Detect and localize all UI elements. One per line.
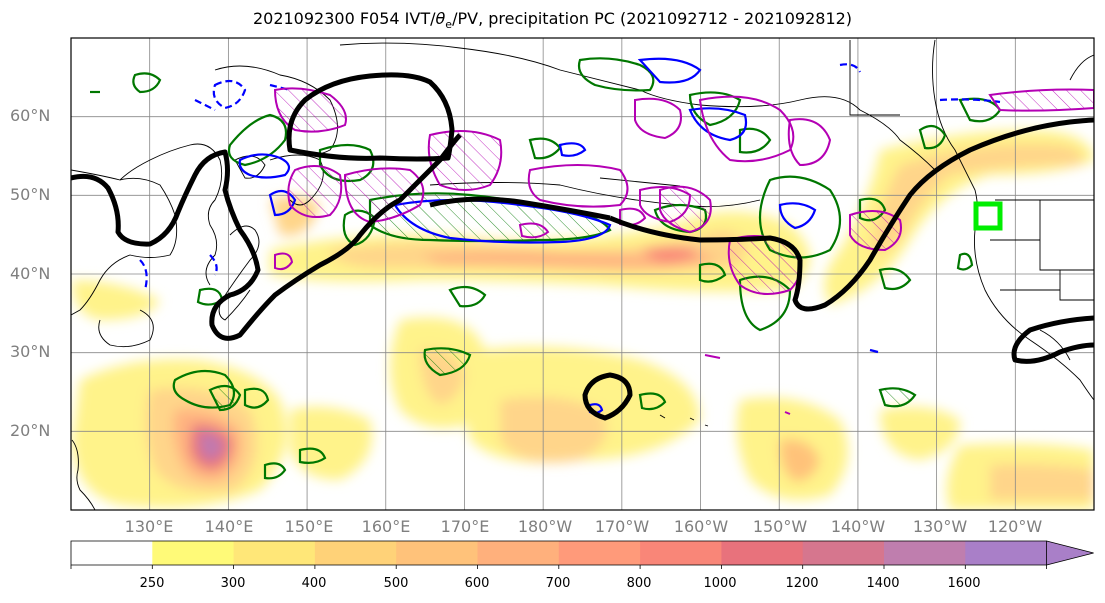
lat-label-60: 60°N xyxy=(10,106,51,125)
colorbar xyxy=(70,540,1094,569)
figure-title: 2021092300 F054 IVT/θe/PV, precipitation… xyxy=(252,9,853,32)
colorbar-segment xyxy=(884,541,966,565)
colorbar-label: 1000 xyxy=(703,576,737,591)
map-frame xyxy=(70,37,1095,511)
colorbar-label: 250 xyxy=(139,576,165,591)
colorbar-segment xyxy=(314,541,397,565)
colorbar-label: 600 xyxy=(464,576,490,591)
colorbar-segment xyxy=(233,541,316,565)
colorbar-label: 300 xyxy=(220,576,246,591)
ivt-shading xyxy=(72,130,1094,510)
black-contours xyxy=(71,72,1094,421)
lat-label-30: 30°N xyxy=(10,342,51,361)
colorbar-extend-arrow xyxy=(1046,540,1094,566)
lon-label: 150°W xyxy=(752,517,808,536)
colorbar-label: 700 xyxy=(545,576,571,591)
colorbar-segment xyxy=(721,541,804,565)
lon-label: 150°E xyxy=(284,517,334,536)
colorbar-label: 400 xyxy=(301,576,327,591)
colorbar-segment xyxy=(640,541,722,565)
colorbar-segment xyxy=(71,541,153,565)
colorbar-label: 800 xyxy=(626,576,652,591)
colorbar-label: 500 xyxy=(383,576,409,591)
lon-label: 180°W xyxy=(517,517,573,536)
colorbar-segment xyxy=(477,541,560,565)
lat-label-40: 40°N xyxy=(10,264,51,283)
colorbar-segment xyxy=(965,541,1048,565)
lon-label: 160°E xyxy=(361,517,411,536)
lon-label: 170°E xyxy=(440,517,490,536)
lat-label-50: 50°N xyxy=(10,185,51,204)
colorbar-segment xyxy=(152,541,235,565)
lon-label: 170°W xyxy=(594,517,650,536)
colorbar-label: 1400 xyxy=(866,576,900,591)
colorbar-segment xyxy=(802,541,885,565)
lon-label: 130°E xyxy=(124,517,174,536)
colorbar-segment xyxy=(396,541,478,565)
target-region-box xyxy=(973,201,1003,231)
colorbar-label: 1600 xyxy=(947,576,981,591)
lon-label: 140°W xyxy=(830,517,886,536)
map-gridlines xyxy=(71,38,1094,510)
colorbar-label: 1200 xyxy=(785,576,819,591)
lon-label: 160°W xyxy=(673,517,729,536)
lon-label: 140°E xyxy=(204,517,254,536)
lon-label: 130°W xyxy=(912,517,968,536)
lon-label: 120°W xyxy=(987,517,1043,536)
lat-label-20: 20°N xyxy=(10,421,51,440)
colorbar-segment xyxy=(558,541,641,565)
